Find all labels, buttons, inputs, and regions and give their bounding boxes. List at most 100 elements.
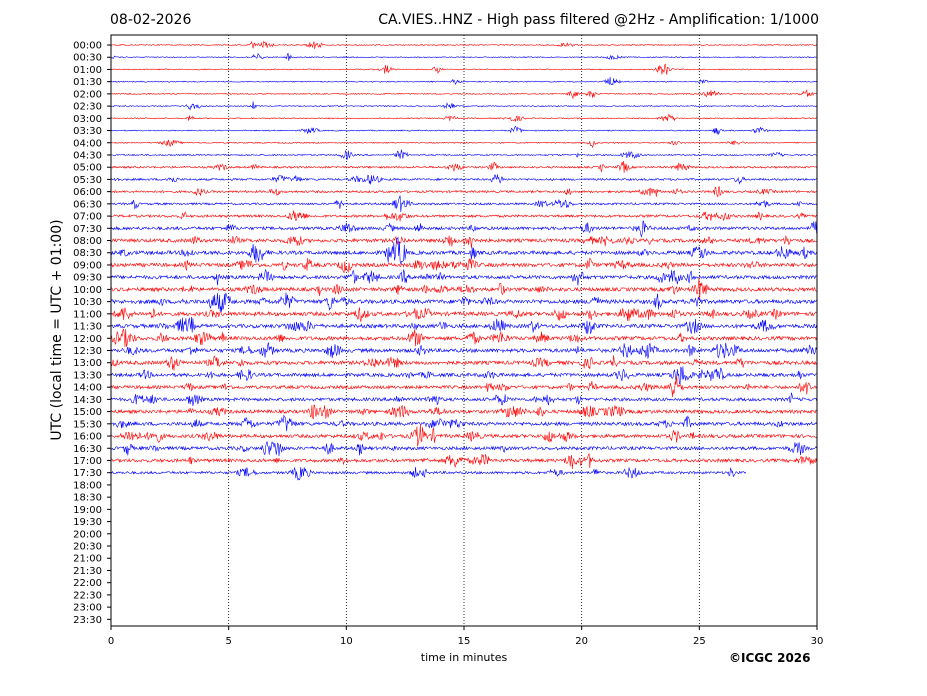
trace-row-13:00 <box>110 355 817 371</box>
y-tick-label: 10:30 <box>73 297 102 308</box>
y-tick-label: 19:00 <box>73 505 102 516</box>
y-tick-label: 09:00 <box>73 260 102 271</box>
y-tick-label: 08:00 <box>73 236 102 247</box>
y-tick-label: 13:30 <box>73 370 102 381</box>
trace-row-14:00 <box>110 375 817 398</box>
trace-row-03:30 <box>110 125 817 136</box>
y-tick-label: 22:30 <box>73 590 102 601</box>
x-tick-label: 10 <box>340 636 353 647</box>
trace-row-11:00 <box>110 307 817 322</box>
trace-row-00:30 <box>110 52 817 61</box>
seismic-traces <box>110 40 817 481</box>
y-tick-label: 07:00 <box>73 212 102 223</box>
y-tick-label: 00:00 <box>73 41 102 52</box>
trace-row-01:30 <box>110 77 817 86</box>
trace-row-17:30 <box>110 466 747 481</box>
y-tick-label: 12:00 <box>73 334 102 345</box>
y-tick-label: 14:00 <box>73 383 102 394</box>
trace-row-12:00 <box>110 328 817 347</box>
y-tick-label: 11:30 <box>73 322 102 333</box>
y-axis-label: UTC (local time = UTC + 01:00) <box>49 219 65 441</box>
y-tick-label: 10:00 <box>73 285 102 296</box>
trace-row-09:30 <box>110 268 817 286</box>
y-tick-label: 06:00 <box>73 187 102 198</box>
x-tick-label: 15 <box>458 636 471 647</box>
trace-row-05:30 <box>110 174 817 185</box>
trace-row-17:00 <box>110 453 817 470</box>
x-tick-label: 5 <box>225 636 231 647</box>
y-tick-label: 20:00 <box>73 529 102 540</box>
y-tick-label: 08:30 <box>73 248 102 259</box>
trace-row-06:30 <box>110 195 817 213</box>
trace-row-05:00 <box>110 160 817 173</box>
y-tick-label: 04:30 <box>73 150 102 161</box>
y-tick-label: 20:30 <box>73 542 102 553</box>
y-tick-label: 15:30 <box>73 419 102 430</box>
y-tick-label: 06:30 <box>73 199 102 210</box>
y-tick-label: 01:30 <box>73 77 102 88</box>
y-tick-label: 13:00 <box>73 358 102 369</box>
y-tick-label: 14:30 <box>73 395 102 406</box>
trace-row-04:00 <box>110 139 817 149</box>
trace-row-00:00 <box>110 40 817 50</box>
trace-row-15:30 <box>110 414 817 432</box>
y-tick-label: 17:00 <box>73 456 102 467</box>
trace-row-02:30 <box>110 101 817 111</box>
trace-row-16:00 <box>110 424 817 447</box>
trace-row-07:00 <box>110 210 817 222</box>
trace-row-08:30 <box>110 236 817 265</box>
trace-row-07:30 <box>110 220 817 238</box>
y-tick-label: 00:30 <box>73 53 102 64</box>
x-tick-label: 25 <box>693 636 706 647</box>
y-tick-label: 05:00 <box>73 163 102 174</box>
trace-row-11:30 <box>110 316 817 334</box>
chart-title: CA.VIES..HNZ - High pass filtered @2Hz -… <box>378 12 819 28</box>
y-tick-label: 07:30 <box>73 224 102 235</box>
trace-row-15:00 <box>110 404 817 420</box>
y-tick-label: 16:00 <box>73 432 102 443</box>
y-tick-label: 05:30 <box>73 175 102 186</box>
y-tick-label: 16:30 <box>73 444 102 455</box>
x-axis-ticks: 0 5 10 15 20 25 30 <box>108 626 824 647</box>
y-tick-label: 12:30 <box>73 346 102 357</box>
trace-row-12:30 <box>110 342 817 359</box>
y-tick-label: 21:00 <box>73 554 102 565</box>
y-tick-label: 09:30 <box>73 273 102 284</box>
trace-row-16:30 <box>110 440 817 457</box>
trace-row-04:30 <box>110 149 817 161</box>
y-tick-label: 19:30 <box>73 517 102 528</box>
y-tick-label: 21:30 <box>73 566 102 577</box>
y-tick-label: 15:00 <box>73 407 102 418</box>
trace-row-02:00 <box>110 89 817 100</box>
y-tick-label: 02:30 <box>73 102 102 113</box>
y-tick-label: 22:00 <box>73 578 102 589</box>
trace-row-01:00 <box>110 63 817 75</box>
trace-row-08:00 <box>110 235 817 249</box>
x-tick-label: 0 <box>108 636 114 647</box>
trace-row-06:00 <box>110 186 817 198</box>
y-tick-label: 03:00 <box>73 114 102 125</box>
trace-row-13:30 <box>110 366 817 385</box>
x-axis-label: time in minutes <box>420 651 508 664</box>
plot-frame <box>110 34 818 627</box>
y-tick-label: 04:00 <box>73 138 102 149</box>
y-tick-label: 03:30 <box>73 126 102 137</box>
copyright-label: ©ICGC 2026 <box>729 651 811 665</box>
y-tick-label: 02:00 <box>73 89 102 100</box>
y-tick-label: 01:00 <box>73 65 102 76</box>
date-label: 08-02-2026 <box>110 12 192 28</box>
trace-row-14:30 <box>110 392 817 406</box>
x-tick-label: 30 <box>811 636 824 647</box>
x-tick-label: 20 <box>575 636 588 647</box>
trace-row-10:30 <box>110 292 817 312</box>
trace-row-10:00 <box>110 277 817 301</box>
y-tick-label: 17:30 <box>73 468 102 479</box>
vertical-gridlines <box>228 35 700 626</box>
y-tick-label: 11:00 <box>73 309 102 320</box>
y-tick-label: 18:30 <box>73 493 102 504</box>
trace-row-09:00 <box>110 257 817 274</box>
y-tick-label: 23:30 <box>73 615 102 626</box>
trace-row-03:00 <box>110 113 817 122</box>
